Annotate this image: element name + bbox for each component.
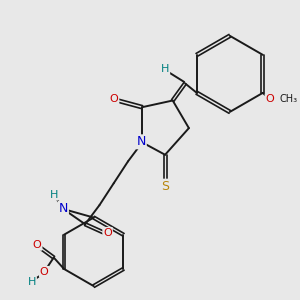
Text: O: O — [110, 94, 118, 104]
Text: O: O — [103, 228, 112, 238]
Text: N: N — [58, 202, 68, 215]
Text: H: H — [50, 190, 58, 200]
Text: N: N — [136, 135, 146, 148]
Text: H: H — [28, 277, 36, 287]
Text: S: S — [161, 180, 169, 193]
Text: CH₃: CH₃ — [280, 94, 298, 104]
Text: O: O — [40, 267, 49, 277]
Text: O: O — [33, 240, 41, 250]
Text: H: H — [161, 64, 169, 74]
Text: O: O — [266, 94, 274, 104]
